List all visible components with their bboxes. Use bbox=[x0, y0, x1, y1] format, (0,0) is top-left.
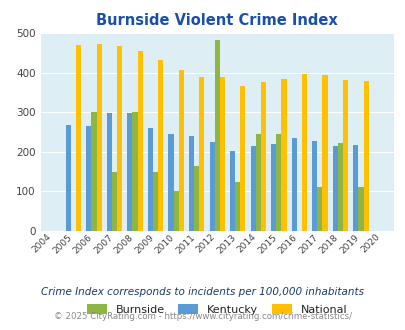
Bar bbox=[127, 113, 132, 231]
Bar bbox=[86, 126, 91, 231]
Bar bbox=[137, 51, 143, 231]
Bar bbox=[214, 40, 219, 231]
Legend: Burnside, Kentucky, National: Burnside, Kentucky, National bbox=[83, 300, 351, 319]
Bar bbox=[234, 182, 240, 231]
Bar bbox=[112, 172, 117, 231]
Bar bbox=[158, 60, 163, 231]
Bar bbox=[168, 134, 173, 231]
Text: © 2025 CityRating.com - https://www.cityrating.com/crime-statistics/: © 2025 CityRating.com - https://www.city… bbox=[54, 312, 351, 321]
Bar bbox=[322, 75, 327, 231]
Bar bbox=[352, 146, 358, 231]
Bar bbox=[332, 146, 337, 231]
Bar bbox=[117, 46, 122, 231]
Bar bbox=[275, 134, 281, 231]
Title: Burnside Violent Crime Index: Burnside Violent Crime Index bbox=[96, 13, 337, 28]
Bar bbox=[301, 74, 306, 231]
Bar bbox=[240, 86, 245, 231]
Bar bbox=[342, 80, 347, 231]
Bar bbox=[209, 142, 214, 231]
Bar bbox=[291, 138, 296, 231]
Bar bbox=[250, 146, 255, 231]
Bar bbox=[311, 141, 317, 231]
Bar bbox=[147, 128, 153, 231]
Bar bbox=[76, 45, 81, 231]
Bar bbox=[230, 151, 234, 231]
Bar bbox=[173, 191, 178, 231]
Bar bbox=[260, 82, 265, 231]
Bar bbox=[153, 172, 158, 231]
Bar bbox=[337, 143, 342, 231]
Bar bbox=[178, 70, 183, 231]
Bar bbox=[362, 81, 368, 231]
Bar bbox=[358, 187, 362, 231]
Text: Crime Index corresponds to incidents per 100,000 inhabitants: Crime Index corresponds to incidents per… bbox=[41, 287, 364, 297]
Bar bbox=[66, 125, 71, 231]
Bar bbox=[255, 134, 260, 231]
Bar bbox=[107, 113, 112, 231]
Bar bbox=[91, 112, 96, 231]
Bar bbox=[96, 44, 101, 231]
Bar bbox=[271, 144, 275, 231]
Bar bbox=[194, 166, 199, 231]
Bar bbox=[199, 77, 204, 231]
Bar bbox=[219, 77, 224, 231]
Bar bbox=[281, 79, 286, 231]
Bar bbox=[317, 187, 322, 231]
Bar bbox=[188, 136, 194, 231]
Bar bbox=[132, 112, 137, 231]
